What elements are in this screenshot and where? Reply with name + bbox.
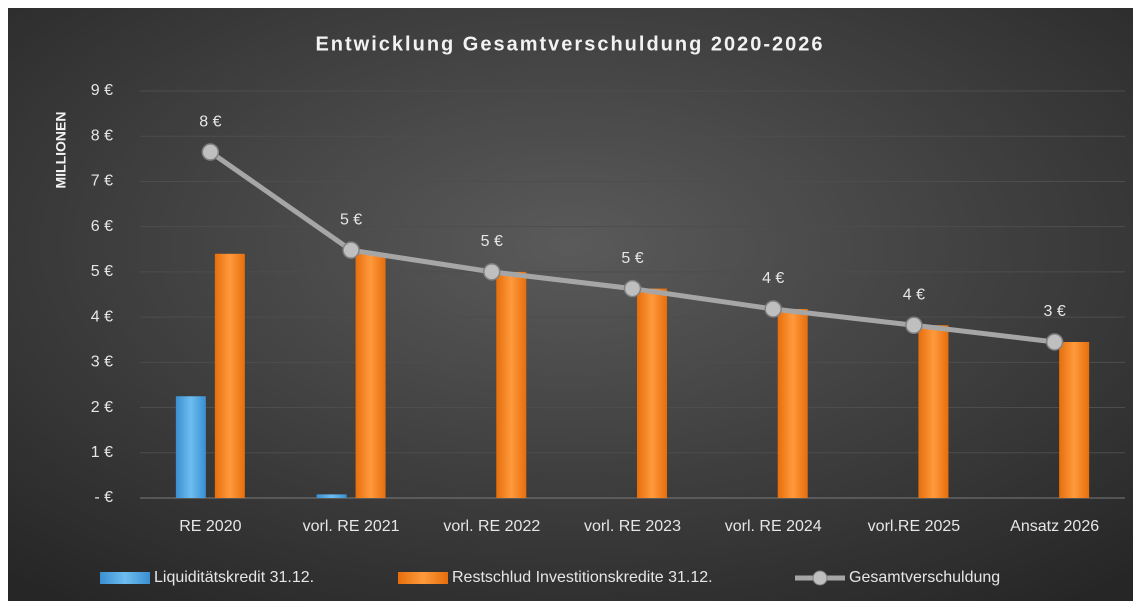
bar (316, 494, 347, 498)
y-tick-label: 3 € (91, 354, 113, 371)
legend-swatch (100, 572, 150, 584)
y-tick-label: 2 € (91, 399, 113, 416)
bar (918, 325, 949, 498)
legend-label: Gesamtverschuldung (849, 569, 1000, 586)
legend-label: Liquiditätskredit 31.12. (154, 569, 314, 586)
background (8, 8, 1133, 601)
line-marker (201, 143, 220, 161)
x-tick-label: vorl. RE 2022 (443, 518, 540, 535)
bar (214, 253, 245, 498)
data-label: 4 € (762, 270, 784, 287)
bar (355, 253, 386, 498)
y-tick-label: 4 € (91, 308, 113, 325)
x-tick-label: Ansatz 2026 (1010, 518, 1099, 535)
line-marker (342, 241, 360, 259)
line-marker (623, 279, 642, 298)
line-marker (764, 300, 782, 318)
x-tick-label: vorl. RE 2023 (584, 518, 681, 535)
legend-label: Restschlud Investitionskredite 31.12. (452, 569, 713, 586)
x-tick-label: vorl.RE 2025 (868, 518, 961, 535)
bar (1059, 341, 1090, 498)
line-marker (1045, 333, 1064, 351)
y-tick-label: 5 € (91, 263, 113, 280)
x-tick-label: vorl. RE 2024 (725, 518, 822, 535)
data-label: 5 € (340, 211, 362, 228)
legend-swatch (398, 572, 448, 584)
data-label: 5 € (481, 233, 503, 250)
bar (496, 271, 527, 498)
data-label: 4 € (903, 286, 925, 303)
y-tick-label: 6 € (91, 218, 113, 235)
bar (777, 308, 808, 498)
x-tick-label: vorl. RE 2021 (303, 518, 400, 535)
legend-marker (812, 570, 828, 586)
y-tick-label: 8 € (91, 127, 113, 144)
bar (637, 288, 667, 498)
y-tick-label: 7 € (91, 173, 113, 190)
y-tick-label: 1 € (91, 444, 113, 461)
data-label: 8 € (199, 113, 221, 130)
chart-title: Entwicklung Gesamtverschuldung 2020-2026 (315, 33, 824, 55)
x-tick-label: RE 2020 (179, 518, 241, 535)
y-tick-label: 9 € (91, 82, 113, 99)
y-tick-label: - € (94, 489, 113, 506)
bar (175, 396, 206, 498)
data-label: 5 € (621, 250, 643, 267)
line-marker (905, 316, 923, 335)
line-marker (483, 263, 501, 281)
y-axis-label: MILLIONEN (53, 112, 69, 189)
data-label: 3 € (1044, 303, 1066, 320)
